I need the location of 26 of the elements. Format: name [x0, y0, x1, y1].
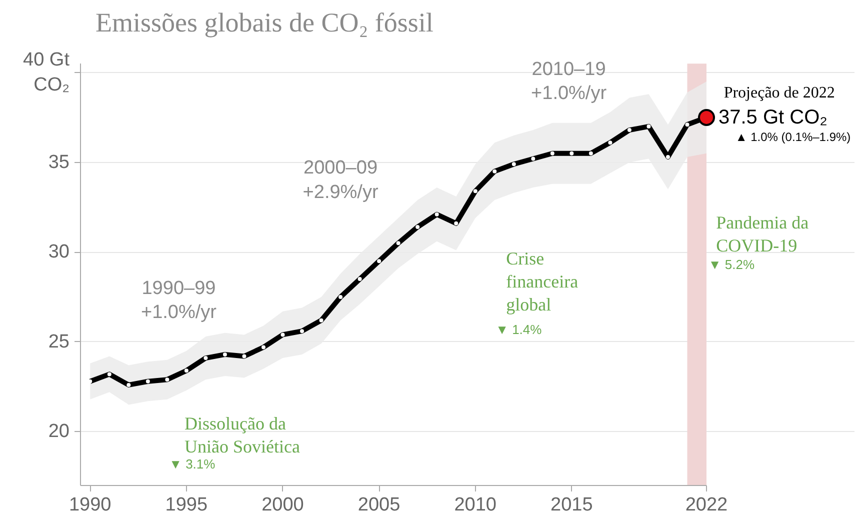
- text: ▼ 5.2%: [708, 257, 755, 272]
- text: Pandemia da COVID-19: [716, 212, 809, 256]
- y-tick-label: 25: [48, 331, 70, 352]
- y-tick-label: 30: [48, 242, 70, 263]
- annotation: 2010–19 +1.0%/yr: [531, 58, 608, 104]
- annotation: Dissolução da União Soviética: [184, 414, 300, 457]
- x-tick-label: 1990: [68, 494, 112, 515]
- annotation: 1990–99 +1.0%/yr: [140, 278, 218, 324]
- x-tick-label: 2022: [685, 494, 728, 515]
- annotation: Crise financeira global: [506, 248, 578, 315]
- annotation: ▼ 3.1%: [169, 456, 216, 472]
- text: ▲ 1.0% (0.1%–1.9%): [735, 130, 851, 144]
- x-tick-label: 2000: [262, 494, 304, 515]
- y-tick-label: 20: [48, 421, 70, 442]
- x-tick-label: 2010: [454, 494, 497, 515]
- x-tick-label: 1995: [165, 494, 208, 515]
- point: [698, 108, 715, 126]
- text: Projeção de 2022: [724, 84, 835, 102]
- chart-title: Emissões globais de CO₂ fóssil: [96, 8, 434, 38]
- x-tick-label: 2015: [550, 494, 593, 515]
- annotation: 2000–09 +2.9%/yr: [302, 158, 379, 203]
- y-tick-label: 40 Gt CO₂: [23, 49, 70, 96]
- annotation: 37.5 Gt CO₂: [718, 106, 828, 128]
- x-tick-label: 2005: [358, 494, 400, 515]
- y-tick-label: 35: [48, 152, 70, 173]
- annotation: ▼ 1.4%: [496, 322, 542, 337]
